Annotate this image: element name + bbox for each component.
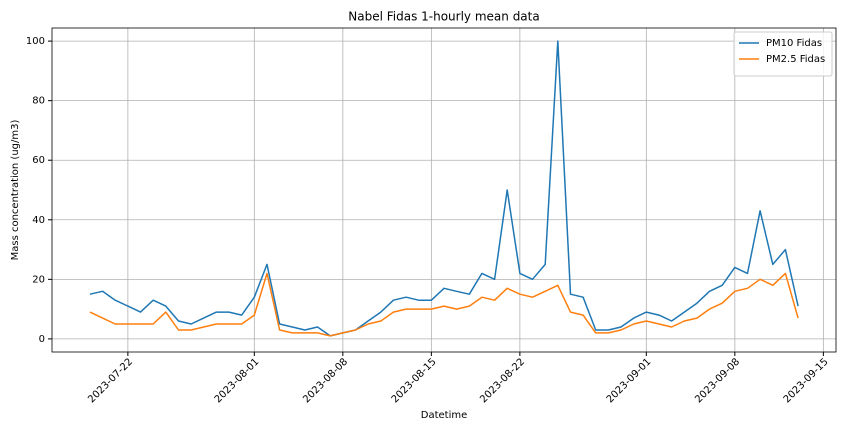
plot-frame bbox=[51, 27, 837, 353]
legend-label: PM10 Fidas bbox=[766, 38, 822, 49]
legend-label: PM2.5 Fidas bbox=[766, 54, 825, 65]
x-tick-label: 2023-09-01 bbox=[605, 356, 654, 405]
data-line bbox=[89, 40, 799, 337]
x-tick-label: 2023-08-08 bbox=[301, 356, 350, 405]
x-tick-label: 2023-08-22 bbox=[478, 356, 527, 405]
x-tick-label: 2023-07-22 bbox=[86, 356, 135, 405]
x-tick-label: 2023-08-01 bbox=[213, 356, 262, 405]
x-tick-label: 2023-09-15 bbox=[782, 356, 831, 405]
x-tick-label: 2023-08-15 bbox=[390, 356, 439, 405]
legend: PM10 Fidas PM2.5 Fidas bbox=[733, 31, 833, 77]
x-tick-label: 2023-09-08 bbox=[693, 356, 742, 405]
data-line bbox=[89, 272, 799, 337]
y-tick-label: 0 bbox=[39, 334, 45, 345]
x-axis-label: Datetime bbox=[421, 410, 468, 421]
y-tick-label: 60 bbox=[32, 155, 45, 166]
y-tick-label: 40 bbox=[32, 215, 45, 226]
y-axis-label: Mass concentration (ug/m3) bbox=[10, 120, 21, 261]
y-tick-label: 80 bbox=[32, 96, 45, 107]
chart-title: Nabel Fidas 1-hourly mean data bbox=[348, 10, 539, 24]
y-tick-label: 100 bbox=[26, 36, 45, 47]
y-tick-label: 20 bbox=[32, 274, 45, 285]
